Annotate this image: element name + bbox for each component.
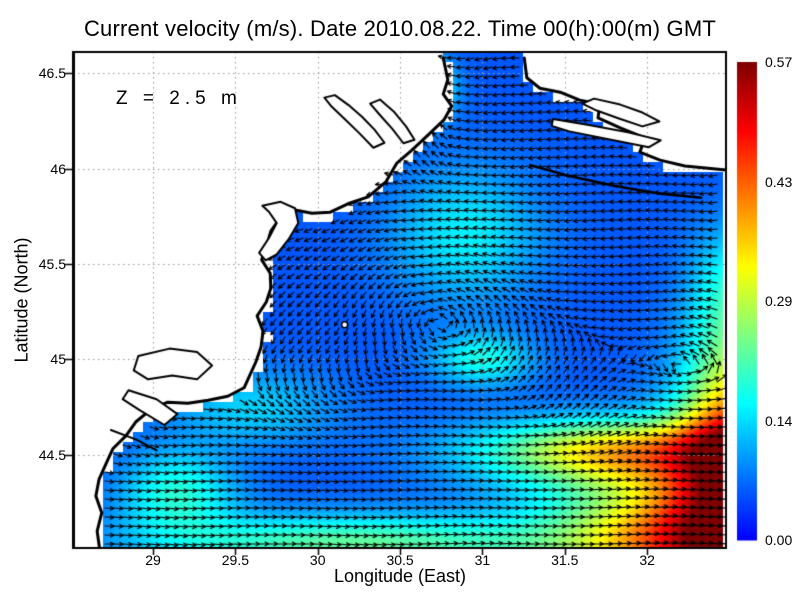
- colorbar-tick-label: 0.29: [765, 293, 793, 309]
- depth-annotation: Z = 2.5 m: [116, 88, 242, 109]
- x-tick-label: 31.5: [551, 552, 579, 568]
- x-tick-label: 31: [474, 552, 491, 568]
- chart-title: Current velocity (m/s). Date 2010.08.22.…: [83, 16, 717, 41]
- colorbar-tick-label: 0.43: [765, 173, 793, 190]
- x-tick-label: 32: [639, 552, 655, 568]
- x-tick-label: 30.5: [386, 552, 414, 568]
- y-tick-label: 45: [50, 351, 66, 368]
- y-tick-label: 45.5: [38, 255, 66, 272]
- x-tick-label: 30: [309, 552, 326, 568]
- x-tick-label: 29: [145, 552, 161, 568]
- y-tick-label: 46: [50, 160, 66, 177]
- x-tick-label: 29.5: [221, 552, 249, 568]
- y-tick-label: 44.5: [38, 446, 66, 463]
- colorbar-tick-label: 0.14: [765, 412, 793, 429]
- y-tick-label: 46.5: [38, 65, 66, 81]
- x-axis-label: Longitude (East): [333, 566, 467, 586]
- colorbar-tick-label: 0.57: [765, 54, 793, 70]
- colorbar-tick-label: 0.00: [765, 532, 793, 548]
